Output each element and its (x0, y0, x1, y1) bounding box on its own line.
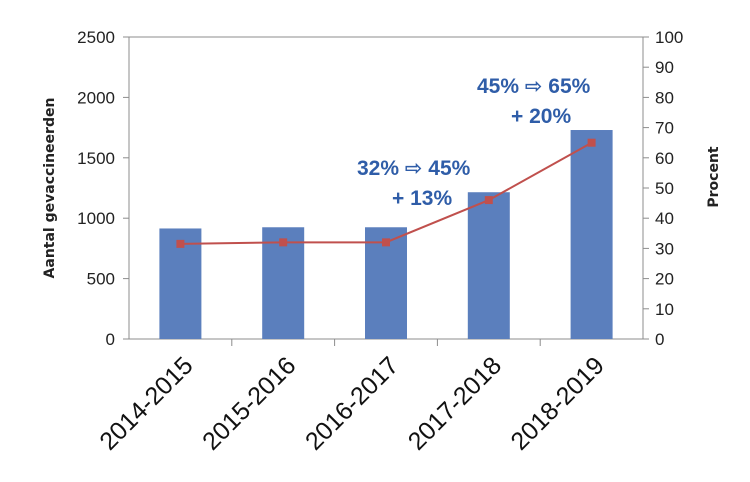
line-marker-2017-2018 (484, 196, 493, 205)
right-tick-label: 80 (655, 88, 674, 107)
annotation-1: 32% ⇨ 45% + 13% (357, 157, 471, 210)
right-tick-label: 20 (655, 270, 674, 289)
annotation-1-line1: 32% ⇨ 45% (357, 157, 471, 180)
right-axis-title: Procent (706, 146, 722, 208)
line-marker-2016-2017 (382, 238, 390, 247)
right-tick-label: 100 (655, 28, 683, 47)
category-label-2014-2015: 2014-2015 (94, 351, 198, 455)
right-axis-ticks: 0 10 20 30 40 50 60 70 80 90 100 (643, 28, 683, 349)
line-marker-2015-2016 (279, 238, 288, 247)
right-tick-label: 30 (655, 239, 674, 258)
left-axis-title: Aantal gevaccineerden (42, 98, 58, 279)
category-label-2018-2019: 2018-2019 (506, 351, 610, 455)
right-tick-label: 70 (655, 119, 674, 138)
category-label-2017-2018: 2017-2018 (403, 351, 507, 455)
line-marker-2014-2015 (176, 239, 185, 248)
left-tick-label: 500 (87, 270, 115, 289)
left-tick-label: 2000 (77, 88, 115, 107)
category-label-2015-2016: 2015-2016 (197, 351, 301, 455)
right-tick-label: 10 (655, 300, 674, 319)
left-axis-ticks: 0 500 1000 1500 2000 2500 (77, 28, 129, 349)
right-tick-label: 50 (655, 179, 674, 198)
bar-2018-2019 (570, 130, 613, 339)
bar-2017-2018 (467, 192, 510, 339)
left-tick-label: 1500 (77, 149, 115, 168)
right-tick-label: 60 (655, 149, 674, 168)
right-tick-label: 90 (655, 58, 674, 77)
right-tick-label: 40 (655, 209, 674, 228)
left-tick-label: 2500 (77, 28, 115, 47)
category-label-2016-2017: 2016-2017 (300, 351, 404, 455)
annotation-2: 45% ⇨ 65% + 20% (477, 75, 591, 128)
line-marker-2018-2019 (587, 138, 596, 147)
annotation-2-line1: 45% ⇨ 65% (477, 75, 591, 98)
annotation-2-line2: + 20% (511, 105, 571, 128)
left-tick-label: 1000 (77, 209, 115, 228)
category-labels: 2014-20152015-20162016-20172017-20182018… (94, 351, 610, 455)
annotation-1-line2: + 13% (392, 187, 452, 210)
right-tick-label: 0 (655, 330, 664, 349)
percentage-line-layer (176, 138, 596, 248)
bars (159, 130, 613, 339)
left-tick-label: 0 (106, 330, 115, 349)
